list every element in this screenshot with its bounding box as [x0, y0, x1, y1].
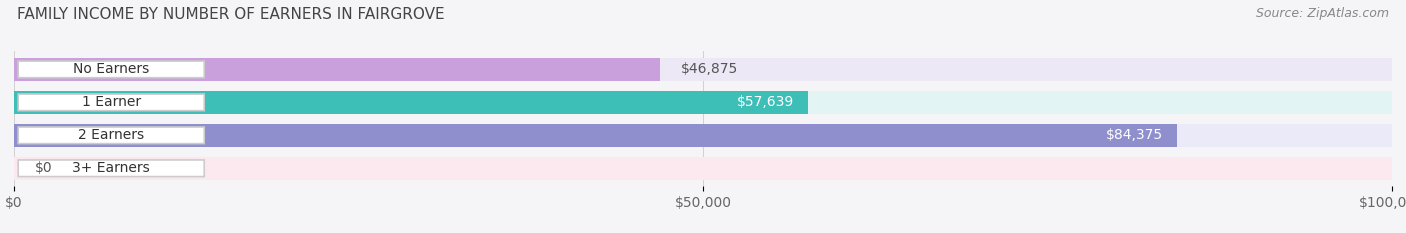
- Bar: [14, 58, 1392, 81]
- Text: $57,639: $57,639: [737, 95, 794, 109]
- Bar: [14, 58, 659, 81]
- Text: 1 Earner: 1 Earner: [82, 95, 141, 109]
- Bar: [14, 157, 1392, 180]
- Text: $0: $0: [35, 161, 52, 175]
- Text: Source: ZipAtlas.com: Source: ZipAtlas.com: [1256, 7, 1389, 20]
- FancyBboxPatch shape: [18, 127, 204, 144]
- Bar: [14, 91, 1392, 114]
- Text: $46,875: $46,875: [681, 62, 738, 76]
- Bar: [14, 91, 808, 114]
- Text: FAMILY INCOME BY NUMBER OF EARNERS IN FAIRGROVE: FAMILY INCOME BY NUMBER OF EARNERS IN FA…: [17, 7, 444, 22]
- FancyBboxPatch shape: [18, 61, 204, 78]
- Text: 3+ Earners: 3+ Earners: [72, 161, 150, 175]
- Text: 2 Earners: 2 Earners: [79, 128, 145, 142]
- Text: No Earners: No Earners: [73, 62, 149, 76]
- Bar: [14, 124, 1392, 147]
- FancyBboxPatch shape: [18, 160, 204, 177]
- Text: $84,375: $84,375: [1105, 128, 1163, 142]
- FancyBboxPatch shape: [18, 94, 204, 111]
- Bar: [14, 124, 1177, 147]
